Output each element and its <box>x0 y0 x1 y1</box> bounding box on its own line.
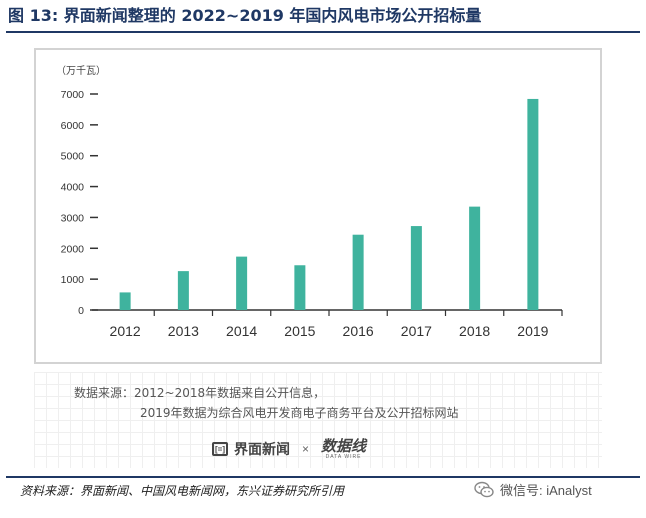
x-tick-label: 2013 <box>168 323 199 339</box>
y-tick-label: 3000 <box>61 212 85 224</box>
bar-2016 <box>352 234 364 310</box>
x-tick-label: 2014 <box>226 323 257 339</box>
x-tick-label: 2018 <box>459 323 490 339</box>
bar-2013 <box>177 271 189 310</box>
x-tick-label: 2019 <box>517 323 548 339</box>
datawire-logo-sub: DATA WIRE <box>325 454 362 460</box>
y-tick-label: 0 <box>78 305 84 317</box>
datawire-logo-text: 数据线 <box>321 437 367 455</box>
x-tick-label: 2016 <box>343 323 374 339</box>
y-tick-label: 2000 <box>61 243 85 255</box>
logo-row: [=] 界面新闻 × 数据线 DATA WIRE <box>212 438 366 460</box>
wechat-id: 微信号: iAnalyst <box>500 483 592 498</box>
footer-divider <box>6 476 640 478</box>
wechat-watermark: 微信号: iAnalyst <box>474 480 592 499</box>
bar-chart: （万千瓦） 0 1000 2000 3000 4000 5000 6000 7000 2012 20… <box>56 65 563 339</box>
x-tick-label: 2017 <box>401 323 432 339</box>
bar-2019 <box>527 98 539 311</box>
jiemian-logo-icon: [=] <box>212 442 228 456</box>
bar-2015 <box>294 265 306 310</box>
y-tick-label: 4000 <box>61 182 85 194</box>
x-tick-label: 2012 <box>110 323 141 339</box>
bar-2014 <box>236 256 248 310</box>
y-tick-label: 5000 <box>61 151 85 163</box>
bar-2017 <box>410 226 422 310</box>
y-tick-label: 6000 <box>61 120 85 132</box>
source-line-1: 数据来源：2012~2018年数据来自公开信息， <box>74 386 326 400</box>
figure-title: 图 13: 界面新闻整理的 2022~2019 年国内风电市场公开招标量 <box>8 6 482 25</box>
y-axis-unit-label: （万千瓦） <box>56 65 106 77</box>
bar-2012 <box>119 292 131 310</box>
jiemian-logo-text: 界面新闻 <box>234 442 290 458</box>
x-tick-label: 2015 <box>284 323 315 339</box>
source-panel: 数据来源：2012~2018年数据来自公开信息， 2019年数据为综合风电开发商… <box>34 372 602 468</box>
grid-background <box>34 372 602 468</box>
y-tick-label: 1000 <box>61 274 85 286</box>
datawire-logo: 数据线 DATA WIRE <box>321 438 366 460</box>
source-footnote: 资料来源：界面新闻、中国风电新闻网，东兴证券研究所引用 <box>20 484 345 498</box>
source-line-2: 2019年数据为综合风电开发商电子商务平台及公开招标网站 <box>140 406 459 420</box>
wechat-icon <box>474 481 494 497</box>
bar-2018 <box>469 206 481 310</box>
y-tick-label: 7000 <box>61 89 85 101</box>
chart-panel <box>34 48 602 364</box>
logo-separator: × <box>302 442 310 456</box>
title-divider <box>6 31 640 33</box>
